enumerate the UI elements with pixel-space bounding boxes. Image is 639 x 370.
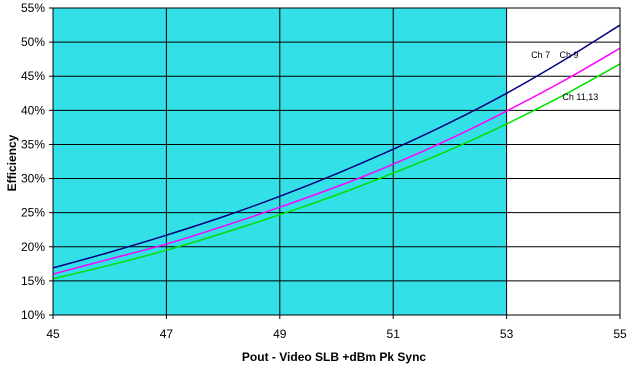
plot-border	[52, 7, 621, 316]
y-tick-label: 40%	[21, 103, 45, 117]
y-tick-label: 35%	[21, 137, 45, 151]
series-lines	[52, 24, 621, 280]
x-tick-label: 47	[160, 327, 174, 341]
y-axis-title: Efficiency	[5, 134, 19, 191]
y-tick-label: 55%	[21, 1, 45, 15]
series-line-ch-11-13	[52, 63, 621, 280]
x-tick-labels: 45 47 49 51 53 55	[46, 315, 627, 341]
y-tick-label: 45%	[21, 69, 45, 83]
x-tick-label: 51	[387, 327, 401, 341]
y-tick-labels: 10% 15% 20% 25% 30% 35% 40% 45% 50% 55%	[21, 1, 53, 322]
x-tick-label: 55	[613, 327, 627, 341]
series-annotation: Ch 11,13	[562, 92, 598, 102]
y-tick-label: 10%	[21, 308, 45, 322]
x-tick-label: 53	[500, 327, 514, 341]
series-line-ch-9	[52, 47, 621, 275]
y-tick-label: 25%	[21, 206, 45, 220]
x-tick-label: 49	[273, 327, 287, 341]
series-annotation: Ch 9	[559, 50, 578, 60]
plot-frame	[52, 7, 621, 316]
x-axis-title: Pout - Video SLB +dBm Pk Sync	[242, 350, 426, 364]
x-tick-label: 45	[46, 327, 60, 341]
y-tick-label: 15%	[21, 274, 45, 288]
gridlines	[53, 8, 620, 315]
series-annotations: Ch 7 Ch 9 Ch 11,13	[531, 50, 598, 102]
series-line-ch-7	[52, 24, 621, 269]
y-tick-label: 30%	[21, 172, 45, 186]
y-tick-label: 20%	[21, 240, 45, 254]
y-tick-label: 50%	[21, 35, 45, 49]
series-annotation: Ch 7	[531, 50, 550, 60]
